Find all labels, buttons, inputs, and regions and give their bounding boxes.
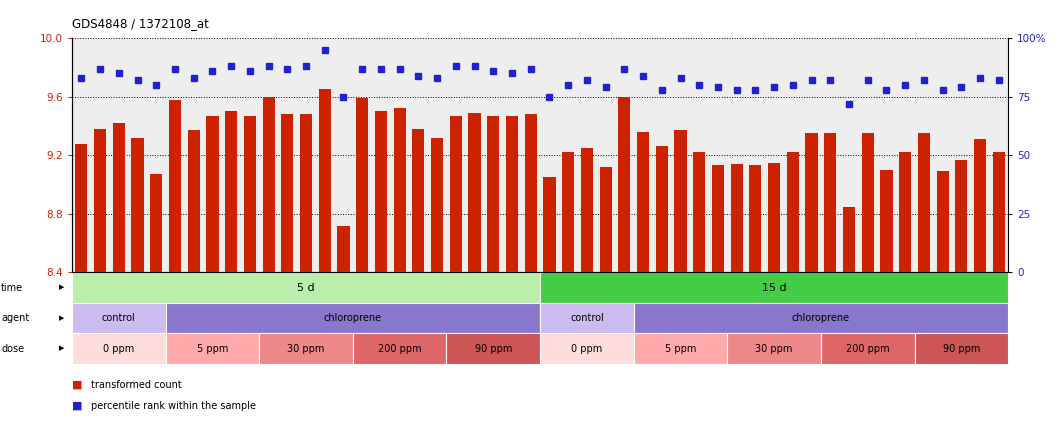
Text: ▶: ▶ — [59, 315, 65, 321]
Bar — [540, 303, 633, 333]
Bar — [72, 303, 165, 333]
Text: ■: ■ — [72, 401, 83, 411]
Text: 90 ppm: 90 ppm — [474, 343, 511, 354]
Text: ■: ■ — [72, 380, 83, 390]
Text: agent: agent — [1, 313, 30, 323]
Bar — [728, 333, 821, 364]
Text: 200 ppm: 200 ppm — [846, 343, 890, 354]
Bar — [300, 114, 312, 272]
Bar — [955, 159, 968, 272]
Bar — [562, 152, 574, 272]
Text: 90 ppm: 90 ppm — [943, 343, 980, 354]
Bar — [843, 206, 855, 272]
Text: dose: dose — [1, 343, 24, 354]
Bar — [915, 333, 1008, 364]
Text: time: time — [1, 283, 23, 293]
Bar — [165, 333, 259, 364]
Bar — [412, 129, 425, 272]
Text: chloroprene: chloroprene — [792, 313, 850, 323]
Bar — [824, 133, 837, 272]
Bar — [150, 174, 162, 272]
Bar — [540, 272, 1008, 303]
Text: control: control — [102, 313, 136, 323]
Bar — [731, 164, 742, 272]
Bar — [207, 116, 218, 272]
Bar — [992, 152, 1005, 272]
Bar — [862, 133, 874, 272]
Text: ▶: ▶ — [59, 346, 65, 352]
Bar — [75, 143, 88, 272]
Text: chloroprene: chloroprene — [324, 313, 382, 323]
Text: 5 ppm: 5 ppm — [665, 343, 696, 354]
Bar — [282, 114, 293, 272]
Text: 15 d: 15 d — [761, 283, 787, 293]
Bar — [259, 333, 353, 364]
Bar — [633, 303, 1008, 333]
Bar — [447, 333, 540, 364]
Bar — [319, 89, 330, 272]
Bar — [543, 177, 556, 272]
Bar — [263, 97, 274, 272]
Bar — [375, 111, 387, 272]
Bar — [712, 165, 724, 272]
Bar — [165, 303, 540, 333]
Bar — [244, 116, 256, 272]
Bar — [750, 165, 761, 272]
Text: 0 ppm: 0 ppm — [571, 343, 603, 354]
Text: transformed count: transformed count — [91, 380, 182, 390]
Bar — [394, 108, 406, 272]
Text: percentile rank within the sample: percentile rank within the sample — [91, 401, 256, 411]
Bar — [112, 123, 125, 272]
Bar — [94, 129, 106, 272]
Text: 5 ppm: 5 ppm — [197, 343, 228, 354]
Bar — [226, 111, 237, 272]
Bar — [636, 132, 649, 272]
Bar — [787, 152, 798, 272]
Bar — [72, 272, 540, 303]
Bar — [338, 225, 349, 272]
Bar — [768, 162, 780, 272]
Bar — [168, 99, 181, 272]
Bar — [353, 333, 447, 364]
Bar — [618, 97, 630, 272]
Text: ▶: ▶ — [59, 285, 65, 291]
Bar — [431, 137, 444, 272]
Bar — [187, 130, 200, 272]
Bar — [599, 167, 612, 272]
Bar — [633, 333, 728, 364]
Text: 0 ppm: 0 ppm — [103, 343, 134, 354]
Bar — [131, 137, 144, 272]
Bar — [880, 170, 893, 272]
Bar — [487, 116, 500, 272]
Bar — [899, 152, 912, 272]
Bar — [524, 114, 537, 272]
Bar — [656, 146, 668, 272]
Bar — [918, 133, 930, 272]
Text: GDS4848 / 1372108_at: GDS4848 / 1372108_at — [72, 16, 209, 30]
Bar — [821, 333, 915, 364]
Text: 30 ppm: 30 ppm — [755, 343, 793, 354]
Bar — [450, 116, 462, 272]
Bar — [974, 139, 986, 272]
Bar — [540, 333, 633, 364]
Bar — [806, 133, 818, 272]
Text: control: control — [570, 313, 604, 323]
Bar — [936, 171, 949, 272]
Text: 200 ppm: 200 ppm — [378, 343, 421, 354]
Bar — [468, 113, 481, 272]
Bar — [694, 152, 705, 272]
Bar — [580, 148, 593, 272]
Bar — [506, 116, 518, 272]
Text: 5 d: 5 d — [298, 283, 315, 293]
Bar — [72, 333, 165, 364]
Text: 30 ppm: 30 ppm — [287, 343, 325, 354]
Bar — [356, 98, 369, 272]
Bar — [675, 130, 686, 272]
